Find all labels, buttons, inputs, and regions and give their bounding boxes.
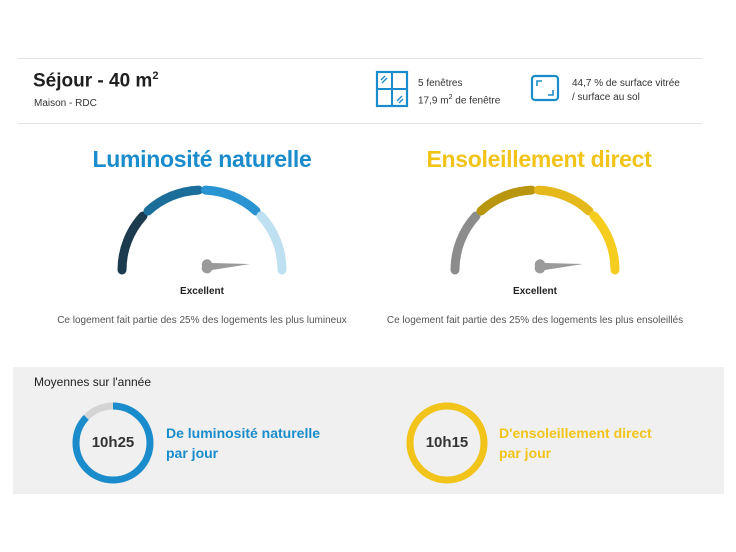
luminosity-ring-progress — [72, 402, 154, 484]
luminosity-average-label-line2: par jour — [166, 445, 219, 461]
sunshine-average-label-line2: par jour — [499, 445, 552, 461]
sunshine-gauge-segment-3 — [533, 185, 594, 216]
luminosity-average-value: 10h25 — [91, 434, 135, 451]
luminosity-average-ring — [72, 402, 154, 484]
window-area: 17,9 m2 de fenêtre — [418, 94, 501, 107]
luminosity-gauge — [117, 185, 287, 275]
sunshine-gauge-segment-1 — [450, 211, 481, 275]
sunshine-average-value: 10h15 — [425, 434, 469, 451]
room-subtitle: Maison - RDC — [34, 98, 97, 109]
luminosity-title: Luminosité naturelle — [92, 146, 312, 172]
luminosity-average-label: De luminosité naturelle par jour — [166, 423, 320, 463]
windows-count: 5 fenêtres — [418, 78, 463, 89]
glazed-ratio-line1: 44,7 % de surface vitrée — [572, 78, 680, 89]
sunshine-average-label: D'ensoleillement direct par jour — [499, 423, 652, 463]
sunshine-gauge — [450, 185, 620, 275]
sunshine-ring-progress — [406, 402, 488, 484]
luminosity-gauge-segment-2 — [143, 185, 204, 216]
window-icon — [375, 70, 409, 108]
sunshine-rating: Excellent — [513, 286, 557, 297]
luminosity-description: Ce logement fait partie des 25% des loge… — [57, 315, 347, 326]
luminosity-gauge-segment-3 — [200, 185, 261, 216]
sunshine-title: Ensoleillement direct — [426, 146, 652, 172]
sunshine-average-label-line1: D'ensoleillement direct — [499, 425, 652, 441]
sunshine-gauge-needle — [534, 259, 583, 274]
glazed-ratio-stats: 44,7 % de surface vitrée / surface au so… — [572, 77, 680, 105]
luminosity-gauge-segment-4 — [256, 211, 287, 275]
divider-top — [18, 58, 702, 59]
glazed-ratio-line2: / surface au sol — [572, 92, 640, 103]
sunshine-gauge-segment-4 — [589, 211, 620, 275]
sunshine-gauge-segment-2 — [476, 185, 537, 216]
sunshine-description: Ce logement fait partie des 25% des loge… — [386, 315, 684, 326]
luminosity-rating: Excellent — [180, 286, 224, 297]
luminosity-average-label-line1: De luminosité naturelle — [166, 425, 321, 441]
windows-stats: 5 fenêtres 17,9 m2 de fenêtre — [418, 77, 500, 108]
sunshine-average-ring — [406, 402, 488, 484]
floor-surface-icon — [530, 74, 560, 102]
luminosity-gauge-needle — [201, 259, 250, 274]
divider-header-bottom — [18, 123, 702, 124]
averages-title: Moyennes sur l'année — [34, 375, 152, 389]
luminosity-gauge-segment-1 — [117, 211, 148, 275]
room-title: Séjour - 40 m2 — [33, 70, 159, 92]
